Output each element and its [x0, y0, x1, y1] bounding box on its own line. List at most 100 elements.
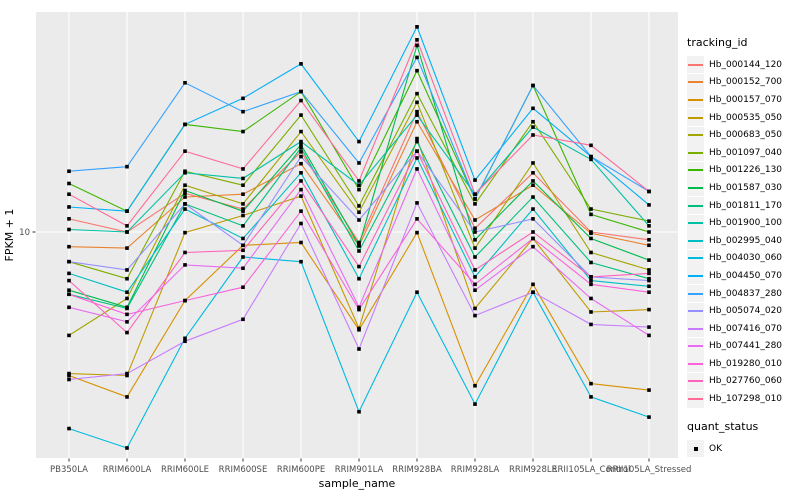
- data-point-marker: [415, 68, 419, 73]
- data-point-marker: [357, 305, 361, 310]
- data-point-marker: [241, 109, 245, 114]
- legend: tracking_id Hb_000144_120 Hb_000152_700 Hb…: [687, 36, 799, 458]
- legend-line-key-icon: [687, 302, 704, 320]
- legend-line-key-icon: [687, 249, 704, 267]
- data-point-marker: [357, 307, 361, 312]
- data-point-marker: [299, 98, 303, 103]
- y-tick-label: 10: [19, 228, 30, 238]
- data-point-marker: [531, 161, 535, 165]
- legend-line-key-icon: [687, 109, 704, 127]
- data-point-marker: [125, 224, 129, 228]
- data-point-marker: [589, 282, 593, 287]
- data-point-marker: [183, 171, 187, 175]
- data-point-marker: [183, 230, 187, 235]
- data-point-marker: [415, 156, 419, 160]
- legend-line-key-icon: [687, 320, 704, 338]
- data-point-marker: [299, 240, 303, 245]
- data-point-marker: [531, 179, 535, 183]
- data-point-marker: [299, 187, 303, 192]
- data-point-marker: [357, 179, 361, 183]
- data-point-marker: [473, 237, 477, 242]
- legend-line-key-icon: [687, 179, 704, 197]
- data-point-marker: [299, 209, 303, 213]
- legend-line-key-icon: [687, 337, 704, 355]
- data-point-marker: [415, 136, 419, 141]
- data-point-marker: [67, 169, 71, 174]
- data-point-marker: [67, 205, 71, 209]
- data-point-marker: [241, 236, 245, 241]
- data-point-marker: [473, 275, 477, 279]
- legend-entry-label: Hb_001587_030: [709, 182, 783, 193]
- data-point-marker: [473, 313, 477, 318]
- legend-entry-label: Hb_000152_700: [709, 77, 783, 88]
- legend-entry: Hb_000683_050: [687, 126, 799, 144]
- legend-line-key-icon: [687, 232, 704, 250]
- data-point-marker: [531, 236, 535, 241]
- data-point-marker: [67, 192, 71, 197]
- legend-entry: Hb_001226_130: [687, 161, 799, 180]
- data-point-marker: [647, 230, 651, 234]
- legend-entry-label: Hb_004837_280: [709, 288, 783, 299]
- legend-entries: Hb_000144_120 Hb_000152_700 Hb_000157_070 H…: [687, 56, 799, 408]
- data-point-marker: [183, 195, 187, 199]
- data-point-marker: [647, 325, 651, 329]
- data-point-marker: [415, 109, 419, 114]
- legend-entry-label: Hb_004450_070: [709, 270, 783, 281]
- data-point-marker: [531, 195, 535, 199]
- legend-line-key-icon: [687, 214, 704, 232]
- data-point-marker: [589, 154, 593, 159]
- data-point-marker: [357, 240, 361, 245]
- data-point-marker: [415, 139, 419, 144]
- data-point-marker: [125, 209, 129, 213]
- legend-line-key-icon: [687, 285, 704, 303]
- legend-line-key-icon: [687, 267, 704, 285]
- data-point-marker: [183, 339, 187, 344]
- data-point-marker: [299, 154, 303, 159]
- data-point-marker: [183, 336, 187, 341]
- data-point-marker: [67, 278, 71, 283]
- x-tick-label: RRIM928LE: [509, 465, 557, 475]
- data-point-marker: [357, 276, 361, 281]
- data-point-marker: [589, 275, 593, 279]
- legend-title-quant-status: quant_status: [687, 419, 759, 433]
- legend-entry: Hb_001811_170: [687, 197, 799, 215]
- data-point-marker: [647, 284, 651, 289]
- legend-entry-ok: OK: [687, 440, 799, 458]
- legend-entry: Hb_019280_010: [687, 355, 799, 373]
- data-point-marker: [241, 209, 245, 213]
- data-point-marker: [647, 258, 651, 262]
- data-point-marker: [125, 276, 129, 281]
- legend-entry: Hb_001097_040: [687, 144, 799, 162]
- data-point-marker: [357, 161, 361, 165]
- data-point-marker: [415, 201, 419, 205]
- legend-entry-label: Hb_000535_050: [709, 112, 783, 123]
- legend-line-key-icon: [687, 91, 704, 109]
- data-point-marker: [531, 183, 535, 188]
- data-point-marker: [67, 377, 71, 382]
- data-point-marker: [357, 187, 361, 192]
- data-point-marker: [589, 310, 593, 314]
- x-tick-label: RRIM600SE: [219, 465, 268, 475]
- legend-line-key-icon: [687, 161, 704, 179]
- legend-entry: Hb_107298_010: [687, 390, 799, 408]
- data-point-marker: [473, 383, 477, 388]
- data-point-marker: [415, 217, 419, 221]
- data-point-marker: [647, 276, 651, 281]
- data-point-marker: [125, 312, 129, 317]
- quant-status-block: quant_status OK: [687, 420, 799, 458]
- data-point-marker: [241, 167, 245, 171]
- x-tick-label: RRIM600PE: [277, 465, 325, 475]
- data-point-marker: [473, 202, 477, 206]
- data-point-marker: [531, 119, 535, 124]
- x-axis-title: sample_name: [319, 477, 396, 490]
- data-point-marker: [125, 330, 129, 335]
- x-tick-label: RRIM928BA: [392, 465, 442, 475]
- data-point-marker: [183, 188, 187, 193]
- x-tick-label: RRIM928LA: [451, 465, 500, 475]
- data-point-marker: [183, 149, 187, 153]
- data-point-marker: [299, 194, 303, 198]
- data-point-marker: [183, 183, 187, 188]
- data-point-marker: [125, 320, 129, 324]
- data-point-marker: [125, 290, 129, 295]
